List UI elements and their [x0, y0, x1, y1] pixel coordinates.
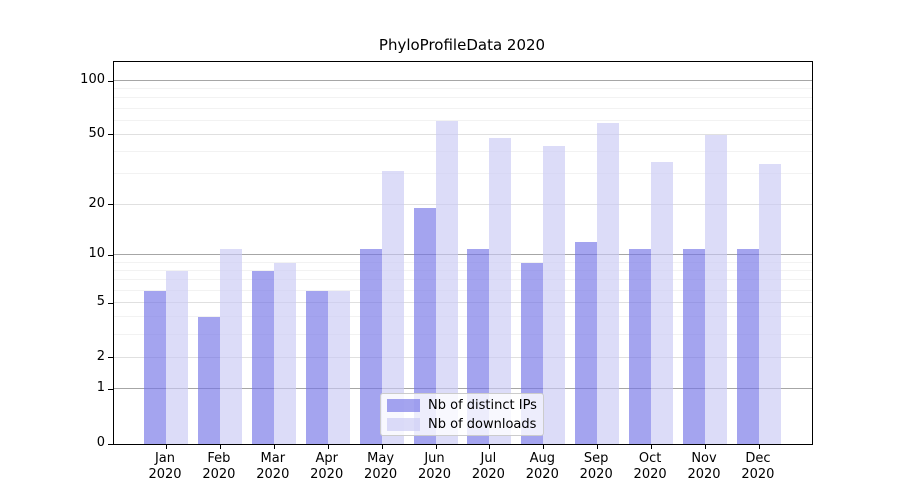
bar-downloads-jan	[166, 271, 188, 444]
legend-swatch-downloads	[387, 417, 420, 431]
gridline-minor-90	[114, 88, 812, 90]
legend: Nb of distinct IPs Nb of downloads	[380, 393, 544, 436]
bar-ips-may	[359, 248, 382, 444]
x-tick-label-aug: Aug 2020	[525, 451, 559, 482]
bar-downloads-feb	[219, 248, 242, 444]
x-tick-mark-dec	[758, 445, 760, 449]
bar-downloads-jul	[489, 137, 512, 444]
x-tick-label-jul: Jul 2020	[471, 451, 505, 482]
bar-downloads-oct	[651, 162, 674, 444]
x-tick-label-oct: Oct 2020	[633, 451, 667, 482]
bar-ips-sep	[575, 242, 598, 444]
x-tick-mark-feb	[219, 445, 221, 449]
x-tick-mark-jul	[489, 445, 491, 449]
bar-downloads-sep	[597, 123, 620, 444]
y-tick-mark-20	[108, 204, 113, 206]
x-tick-label-apr: Apr 2020	[310, 451, 344, 482]
x-tick-label-may: May 2020	[364, 451, 398, 482]
x-tick-label-feb: Feb 2020	[202, 451, 236, 482]
bar-ips-nov	[683, 248, 705, 444]
legend-label-downloads: Nb of downloads	[428, 416, 537, 432]
x-tick-label-nov: Nov 2020	[687, 451, 721, 482]
gridline-minor-8	[114, 270, 812, 272]
legend-swatch-distinct-ips	[387, 398, 420, 412]
y-tick-mark-10	[108, 254, 113, 256]
bar-ips-dec	[736, 248, 759, 444]
gridline-minor-3	[114, 333, 812, 335]
y-tick-label-2: 2	[96, 348, 105, 364]
bar-downloads-nov	[705, 134, 727, 444]
gridline-minor-80	[114, 97, 812, 99]
y-tick-label-10: 10	[88, 246, 105, 262]
y-tick-mark-1	[108, 388, 113, 390]
y-tick-mark-50	[108, 134, 113, 136]
x-tick-mark-oct	[651, 445, 653, 449]
y-tick-label-0: 0	[96, 435, 105, 450]
bar-ips-oct	[629, 248, 652, 444]
y-tick-mark-2	[108, 357, 113, 359]
legend-item-distinct-ips: Nb of distinct IPs	[387, 398, 537, 413]
bar-ips-jun	[413, 208, 436, 444]
x-tick-mark-sep	[597, 445, 599, 449]
gridline-minor-60	[114, 119, 812, 121]
gridline-minor-70	[114, 107, 812, 109]
gridline-20	[114, 203, 812, 205]
y-tick-mark-5	[108, 302, 113, 304]
bar-downloads-may	[381, 171, 404, 444]
bar-downloads-dec	[758, 164, 781, 444]
x-tick-mark-may	[381, 445, 383, 449]
legend-item-downloads: Nb of downloads	[387, 417, 537, 432]
gridline-2	[114, 356, 812, 358]
gridline-10	[114, 254, 812, 256]
y-tick-label-100: 100	[80, 72, 105, 87]
plot-area: Nb of distinct IPs Nb of downloads	[108, 61, 813, 449]
gridline-minor-40	[114, 150, 812, 152]
gridline-minor-9	[114, 261, 812, 263]
bar-ips-apr	[305, 290, 328, 444]
gridline-1	[114, 388, 812, 390]
x-tick-label-mar: Mar 2020	[256, 451, 290, 482]
gridline-minor-6	[114, 289, 812, 291]
bar-ips-feb	[197, 317, 220, 444]
bar-downloads-aug	[543, 146, 566, 444]
gridline-minor-4	[114, 316, 812, 318]
legend-label-distinct-ips: Nb of distinct IPs	[428, 397, 537, 413]
x-tick-label-sep: Sep 2020	[579, 451, 613, 482]
x-tick-label-dec: Dec 2020	[741, 451, 775, 482]
y-tick-mark-0	[108, 443, 113, 445]
gridline-100	[114, 80, 812, 81]
bar-ips-mar	[251, 271, 274, 444]
y-tick-label-5: 5	[96, 294, 105, 310]
bar-downloads-jun	[435, 120, 458, 444]
y-tick-mark-100	[108, 80, 113, 82]
chart-title: PhyloProfileData 2020	[378, 36, 546, 54]
gridline-50	[114, 133, 812, 135]
gridline-5	[114, 302, 812, 304]
x-tick-mark-nov	[705, 445, 706, 449]
y-tick-label-20: 20	[88, 195, 105, 211]
x-tick-mark-jan	[166, 445, 167, 449]
bar-downloads-apr	[327, 290, 350, 444]
x-tick-mark-aug	[543, 445, 545, 449]
x-tick-mark-mar	[273, 445, 275, 449]
x-tick-mark-apr	[327, 445, 329, 449]
x-tick-mark-jun	[435, 445, 437, 449]
x-tick-label-jun: Jun 2020	[417, 451, 452, 482]
y-tick-label-50: 50	[88, 125, 105, 141]
gridline-minor-7	[114, 279, 812, 281]
x-tick-label-jan: Jan 2020	[148, 451, 182, 482]
bar-downloads-mar	[273, 262, 296, 444]
bar-ips-jan	[144, 290, 166, 444]
gridline-minor-30	[114, 172, 812, 174]
y-tick-label-1: 1	[96, 380, 105, 396]
